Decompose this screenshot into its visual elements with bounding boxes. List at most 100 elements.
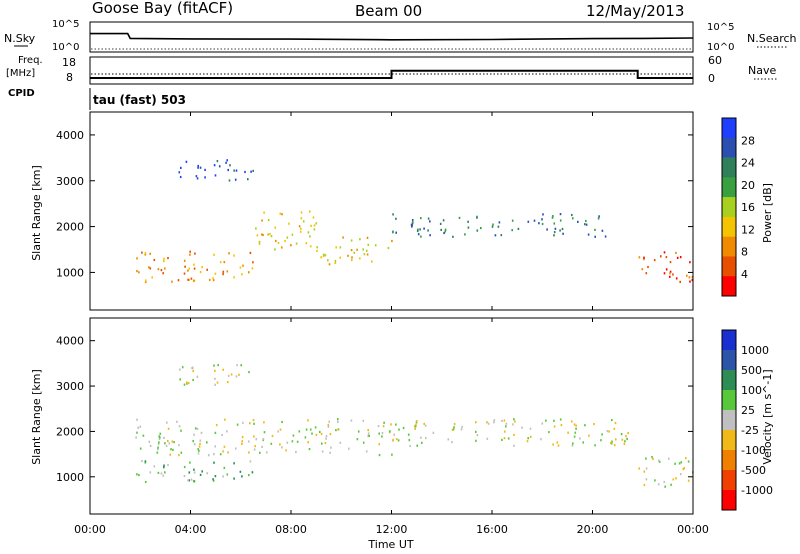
range-cell — [239, 266, 242, 269]
noise-panel: N.Sky N.Search 10^5 10^0 10^5 10^0 — [4, 19, 797, 53]
range-cell — [279, 212, 282, 215]
range-cell — [645, 467, 648, 470]
range-cell — [548, 431, 550, 434]
range-cell — [672, 478, 675, 481]
range-cell — [367, 243, 370, 246]
range-cell — [253, 435, 255, 438]
cpid-strip: tau (fast) 503 — [89, 88, 186, 110]
range-cell — [493, 419, 496, 422]
range-cell — [514, 420, 516, 423]
power-colorbar: 28 24 20 16 12 8 4 Power [dB] — [721, 117, 774, 297]
range-cell — [415, 423, 417, 426]
range-cell — [501, 438, 503, 441]
range-cell — [233, 477, 235, 480]
range-cell — [187, 278, 189, 281]
range-cell — [417, 228, 419, 231]
range-cell — [398, 428, 400, 431]
range-cell — [573, 423, 576, 426]
colorbar-tick-label: 20 — [741, 179, 755, 192]
range-cell — [391, 239, 393, 243]
range-cell — [163, 466, 165, 469]
range-cell — [212, 478, 214, 481]
range-cell — [377, 425, 380, 428]
range-cell — [233, 276, 235, 279]
range-cell — [504, 430, 506, 433]
range-cell — [359, 238, 361, 241]
range-cell — [288, 222, 290, 225]
range-cell — [163, 436, 165, 439]
time-tick-label: 04:00 — [175, 523, 207, 536]
range-cell — [213, 253, 215, 256]
range-cell — [308, 448, 311, 451]
range-cell — [253, 448, 256, 451]
range-cell — [362, 419, 365, 422]
range-cell — [679, 473, 682, 476]
range-cell — [526, 440, 529, 443]
velocity-colorbar: 1000 500 100 25 -25 -100 -500 -1000 Velocity [m… — [721, 329, 774, 511]
range-cell — [267, 219, 270, 222]
power-colorbar-frame — [721, 117, 737, 297]
freq-unit-label: [MHz] — [6, 68, 35, 79]
range-cell — [356, 438, 359, 441]
range-cell — [148, 266, 150, 269]
colorbar-band — [722, 330, 736, 351]
range-cell — [451, 441, 453, 444]
colorbar-band — [722, 470, 736, 491]
range-cell — [270, 235, 273, 238]
range-cell — [223, 261, 226, 264]
range-cell — [505, 422, 508, 425]
velocity-colorbar-bands — [722, 330, 736, 511]
velocity-y-axis-label: Slant Range [km] — [30, 369, 43, 465]
range-cell — [208, 454, 210, 457]
range-cell — [606, 430, 609, 433]
range-cell — [275, 239, 277, 243]
range-cell — [201, 266, 203, 269]
range-cell — [614, 421, 617, 425]
range-cell — [183, 465, 186, 469]
range-cell — [167, 439, 169, 443]
range-cell — [151, 276, 153, 279]
range-cell — [442, 219, 445, 222]
range-cell — [691, 275, 694, 279]
range-cell — [350, 239, 353, 242]
range-cell — [620, 433, 623, 436]
freq-panel-frame — [89, 56, 694, 85]
range-cell — [279, 428, 282, 431]
range-cell — [584, 223, 586, 226]
colorbar-band — [722, 197, 736, 218]
range-cell — [682, 468, 685, 471]
range-cell — [185, 160, 188, 163]
range-cell — [476, 229, 479, 232]
range-cell — [382, 425, 385, 428]
range-cell — [277, 241, 280, 245]
range-cell — [164, 442, 166, 445]
range-cell — [559, 213, 562, 216]
range-cell — [320, 256, 322, 259]
nsearch-label: N.Search — [747, 32, 797, 45]
range-cell — [261, 445, 263, 448]
range-cell — [330, 446, 332, 449]
range-cell — [248, 271, 250, 274]
time-tick-label: 00:00 — [74, 523, 106, 536]
range-cell — [206, 268, 208, 271]
range-cell — [300, 227, 302, 230]
range-cell — [452, 428, 455, 431]
range-cell — [214, 445, 216, 448]
noise-right-tick-bottom: 10^0 — [707, 42, 734, 53]
range-cell — [247, 178, 249, 181]
range-cell — [279, 443, 281, 446]
range-cell — [443, 231, 445, 235]
range-cell — [553, 234, 555, 237]
range-cell — [500, 234, 503, 237]
range-cell — [181, 366, 184, 369]
range-cell — [339, 441, 342, 444]
range-tick-label: 3000 — [56, 380, 84, 393]
range-cell — [541, 218, 543, 221]
range-cell — [213, 164, 216, 167]
range-cell — [627, 432, 629, 435]
range-cell — [188, 479, 190, 482]
colorbar-tick-label: 24 — [741, 157, 755, 170]
range-cell — [163, 464, 165, 467]
velocity-y-ticks: 1000 2000 3000 4000 — [56, 335, 693, 484]
range-cell — [136, 270, 138, 273]
